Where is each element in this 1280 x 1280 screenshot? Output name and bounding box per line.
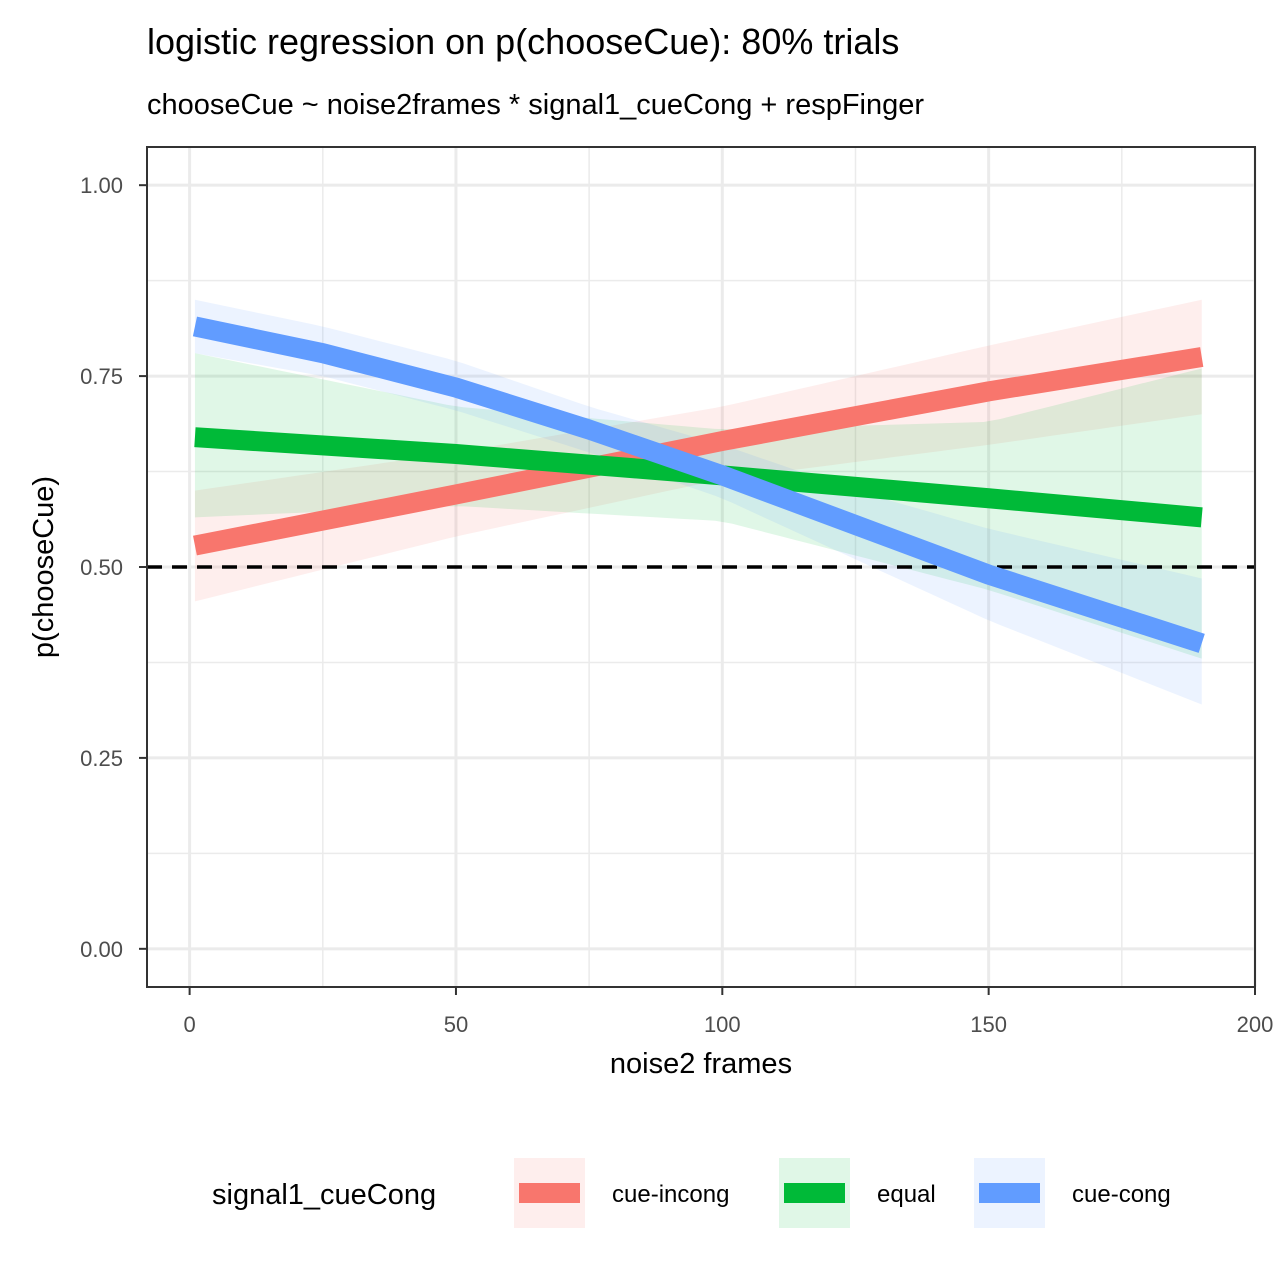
x-tick-label: 50 xyxy=(444,1012,468,1037)
series-line-cue-cong xyxy=(192,316,1205,653)
y-tick-label: 0.75 xyxy=(80,364,123,389)
legend-label-cue-incong: cue-incong xyxy=(612,1181,729,1208)
x-tick-label: 100 xyxy=(704,1012,741,1037)
chart-subtitle: chooseCue ~ noise2frames * signal1_cueCo… xyxy=(147,89,924,121)
y-axis: 0.00 0.25 0.50 0.75 1.00 xyxy=(80,173,147,962)
ribbon-cue-cong xyxy=(194,299,1202,705)
y-tick-label: 1.00 xyxy=(80,173,123,198)
legend: signal1_cueCong cue-incong equal cue-cong xyxy=(212,1158,1171,1228)
x-tick-label: 0 xyxy=(183,1012,195,1037)
legend-label-equal: equal xyxy=(877,1181,936,1208)
x-axis: 0 50 100 150 200 xyxy=(183,987,1273,1037)
y-tick-label: 0.25 xyxy=(80,746,123,771)
x-axis-title: noise2 frames xyxy=(610,1048,792,1080)
legend-label-cue-cong: cue-cong xyxy=(1072,1181,1171,1208)
ribbon-equal xyxy=(194,353,1202,659)
y-tick-label: 0.50 xyxy=(80,555,123,580)
y-axis-title: p(chooseCue) xyxy=(28,476,60,658)
x-tick-label: 200 xyxy=(1237,1012,1274,1037)
series-lines xyxy=(192,316,1205,653)
chart-title: logistic regression on p(chooseCue): 80%… xyxy=(147,21,899,62)
x-tick-label: 150 xyxy=(970,1012,1007,1037)
legend-title: signal1_cueCong xyxy=(212,1179,436,1211)
series-line-cue-incong xyxy=(193,347,1204,556)
y-tick-label: 0.00 xyxy=(80,937,123,962)
